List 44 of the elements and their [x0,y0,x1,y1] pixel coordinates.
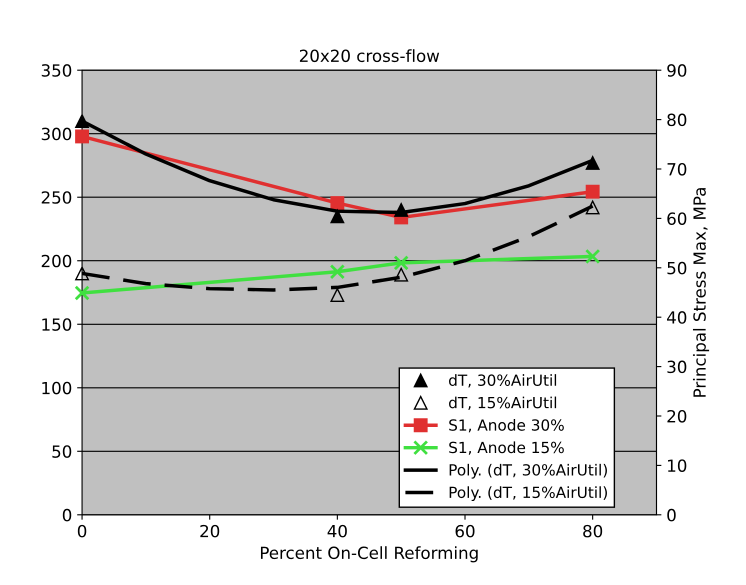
x-tick-label: 80 [583,524,602,538]
y-tick-label: 100 [42,382,72,394]
chart-title: 20x20 cross-flow [300,49,440,62]
y2-tick-label: 0 [667,508,676,522]
x-tick-label: 40 [328,524,347,538]
point [330,196,344,210]
point [75,266,90,280]
legend-label: dT, 15%AirUtil [449,396,556,410]
point [330,209,344,224]
y2-tick-label: 80 [667,114,686,126]
y-tick-label: 350 [42,64,72,77]
point [330,288,344,302]
x-tick-label: 20 [200,524,220,538]
y2-tick-label: 20 [667,410,686,423]
point [394,268,408,282]
y-tick-label: 200 [42,254,72,268]
legend-label: S1, Anode 30% [449,418,564,432]
y-tick-label: 300 [42,128,72,140]
x-tick-label: 60 [456,524,475,538]
point [75,129,90,144]
y-tick-label: 150 [42,318,72,331]
point [74,285,90,301]
legend-label: Poly. (dT, 15%AirUtil) [450,486,607,502]
legend-label: dT, 30%AirUtil [449,374,556,388]
point [586,184,600,199]
y-tick-label: 50 [52,445,72,458]
y2-axis-title: Principal Stress Max, MPa [692,188,710,397]
point [330,264,345,280]
y2-tick-label: 60 [667,212,686,225]
x-axis-title: Percent On-Cell Reforming [260,546,478,562]
point [585,248,600,264]
y2-tick-label: 30 [667,360,686,374]
legend-label: Poly. (dT, 30%AirUtil) [450,464,607,479]
legend-label: S1, Anode 15% [449,441,564,455]
point [586,200,600,214]
y2-tick-label: 90 [667,64,686,77]
x-tick-label: 0 [78,524,86,538]
y2-tick-label: 50 [667,262,686,274]
y2-tick-label: 40 [667,311,686,324]
y-tick-label: 0 [62,508,72,522]
y2-tick-label: 10 [668,459,686,472]
y-tick-label: 250 [42,191,72,204]
point [394,255,409,270]
y2-tick-label: 70 [668,162,686,176]
